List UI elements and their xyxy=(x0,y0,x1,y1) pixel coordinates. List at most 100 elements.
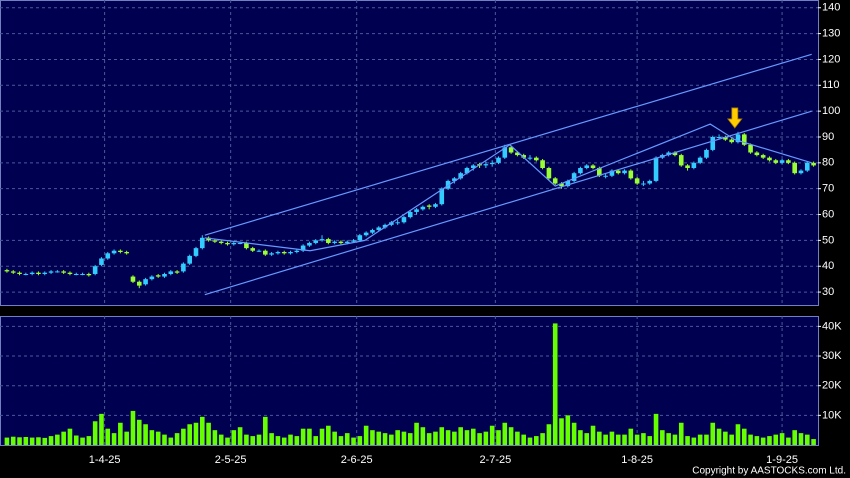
volume-bar xyxy=(155,431,161,445)
candle-body xyxy=(187,255,192,264)
volume-bar xyxy=(218,434,224,445)
volume-bar xyxy=(42,437,48,445)
volume-bar xyxy=(313,436,319,445)
volume-bar xyxy=(741,428,747,445)
volume-bar xyxy=(704,434,709,445)
candle-body xyxy=(609,170,615,176)
volume-bar xyxy=(244,434,249,445)
y-tick-label: 40 xyxy=(822,260,834,272)
candle-body xyxy=(760,155,766,158)
candle-body xyxy=(99,258,104,265)
candle-body xyxy=(710,136,716,150)
volume-bar xyxy=(767,436,772,445)
candle-body xyxy=(80,273,85,275)
volume-bar xyxy=(578,430,583,445)
volume-bar xyxy=(508,427,514,445)
volume-bar xyxy=(225,437,230,445)
candle-body xyxy=(86,273,92,276)
volume-bar xyxy=(86,436,92,445)
volume-bar xyxy=(672,434,678,445)
candle-body xyxy=(615,170,621,174)
x-tick-label: 1-9-25 xyxy=(766,454,798,466)
candle-body xyxy=(804,162,810,171)
volume-bar xyxy=(357,436,363,445)
volume-bar xyxy=(294,436,300,445)
volume-bar xyxy=(559,418,564,445)
price-panel xyxy=(0,0,819,306)
candle-body xyxy=(754,152,760,156)
y-tick-label: 100 xyxy=(822,105,840,117)
trend-line xyxy=(204,123,812,252)
candle-body xyxy=(496,157,501,163)
candle-body xyxy=(464,168,470,174)
candle-body xyxy=(105,253,111,259)
volume-bar xyxy=(319,428,325,445)
volume-bar xyxy=(17,437,22,445)
candle-body xyxy=(344,241,350,243)
candle-body xyxy=(212,240,218,242)
volume-bar xyxy=(118,422,123,445)
candle-body xyxy=(489,162,495,165)
volume-bar xyxy=(395,430,400,445)
volume-bar xyxy=(407,433,413,445)
candle-body xyxy=(723,136,728,140)
volume-bar xyxy=(389,434,394,445)
volume-bar xyxy=(660,430,665,445)
candle-body xyxy=(767,157,772,161)
volume-bar xyxy=(414,422,419,445)
candle-body xyxy=(363,232,369,236)
candle-body xyxy=(250,248,256,251)
y-tick-label: 70 xyxy=(822,183,834,195)
volume-bar xyxy=(48,436,54,445)
volume-bar xyxy=(55,434,60,445)
candle-body xyxy=(458,173,463,179)
volume-bar xyxy=(370,430,375,445)
candle-body xyxy=(622,170,627,174)
candle-body xyxy=(552,178,558,184)
volume-bar xyxy=(496,430,501,445)
candle-body xyxy=(603,175,608,177)
candle-body xyxy=(546,168,552,179)
candle-body xyxy=(433,204,438,207)
y-tick-label: 50 xyxy=(822,234,834,246)
candle-body xyxy=(136,281,142,286)
candle-body xyxy=(395,222,400,224)
candle-body xyxy=(130,276,136,282)
volume-bar xyxy=(363,425,369,445)
volume-bar xyxy=(212,430,218,445)
volume-bar xyxy=(590,425,596,445)
candle-body xyxy=(36,272,41,274)
candle-body xyxy=(206,237,211,241)
volume-bar xyxy=(584,433,590,445)
y-tick-label: 90 xyxy=(822,131,834,143)
volume-bar xyxy=(67,428,73,445)
candle-body xyxy=(10,271,16,273)
candle-body xyxy=(199,237,205,249)
arrow-marker xyxy=(726,107,743,129)
volume-bar xyxy=(483,431,489,445)
volume-bar xyxy=(697,434,703,445)
volume-bar xyxy=(754,436,760,445)
volume-bar xyxy=(206,422,211,445)
volume-bar xyxy=(168,437,174,445)
volume-bar xyxy=(231,430,237,445)
candle-body xyxy=(124,252,129,254)
candle-body xyxy=(704,149,709,158)
candle-body xyxy=(748,144,753,153)
volume-bar xyxy=(666,433,671,445)
volume-bar xyxy=(571,422,577,445)
candle-body xyxy=(351,240,356,242)
volume-bar xyxy=(597,431,602,445)
volume-bar xyxy=(773,434,779,445)
volume-bar xyxy=(433,431,438,445)
candle-body xyxy=(647,180,653,184)
volume-bar xyxy=(691,437,697,445)
candle-body xyxy=(29,272,35,274)
candle-body xyxy=(811,162,816,166)
candle-body xyxy=(168,271,174,274)
candle-body xyxy=(697,157,703,163)
volume-bar xyxy=(351,437,356,445)
volume-bar xyxy=(527,437,533,445)
volume-bar xyxy=(326,425,331,445)
candle-body xyxy=(685,165,690,169)
